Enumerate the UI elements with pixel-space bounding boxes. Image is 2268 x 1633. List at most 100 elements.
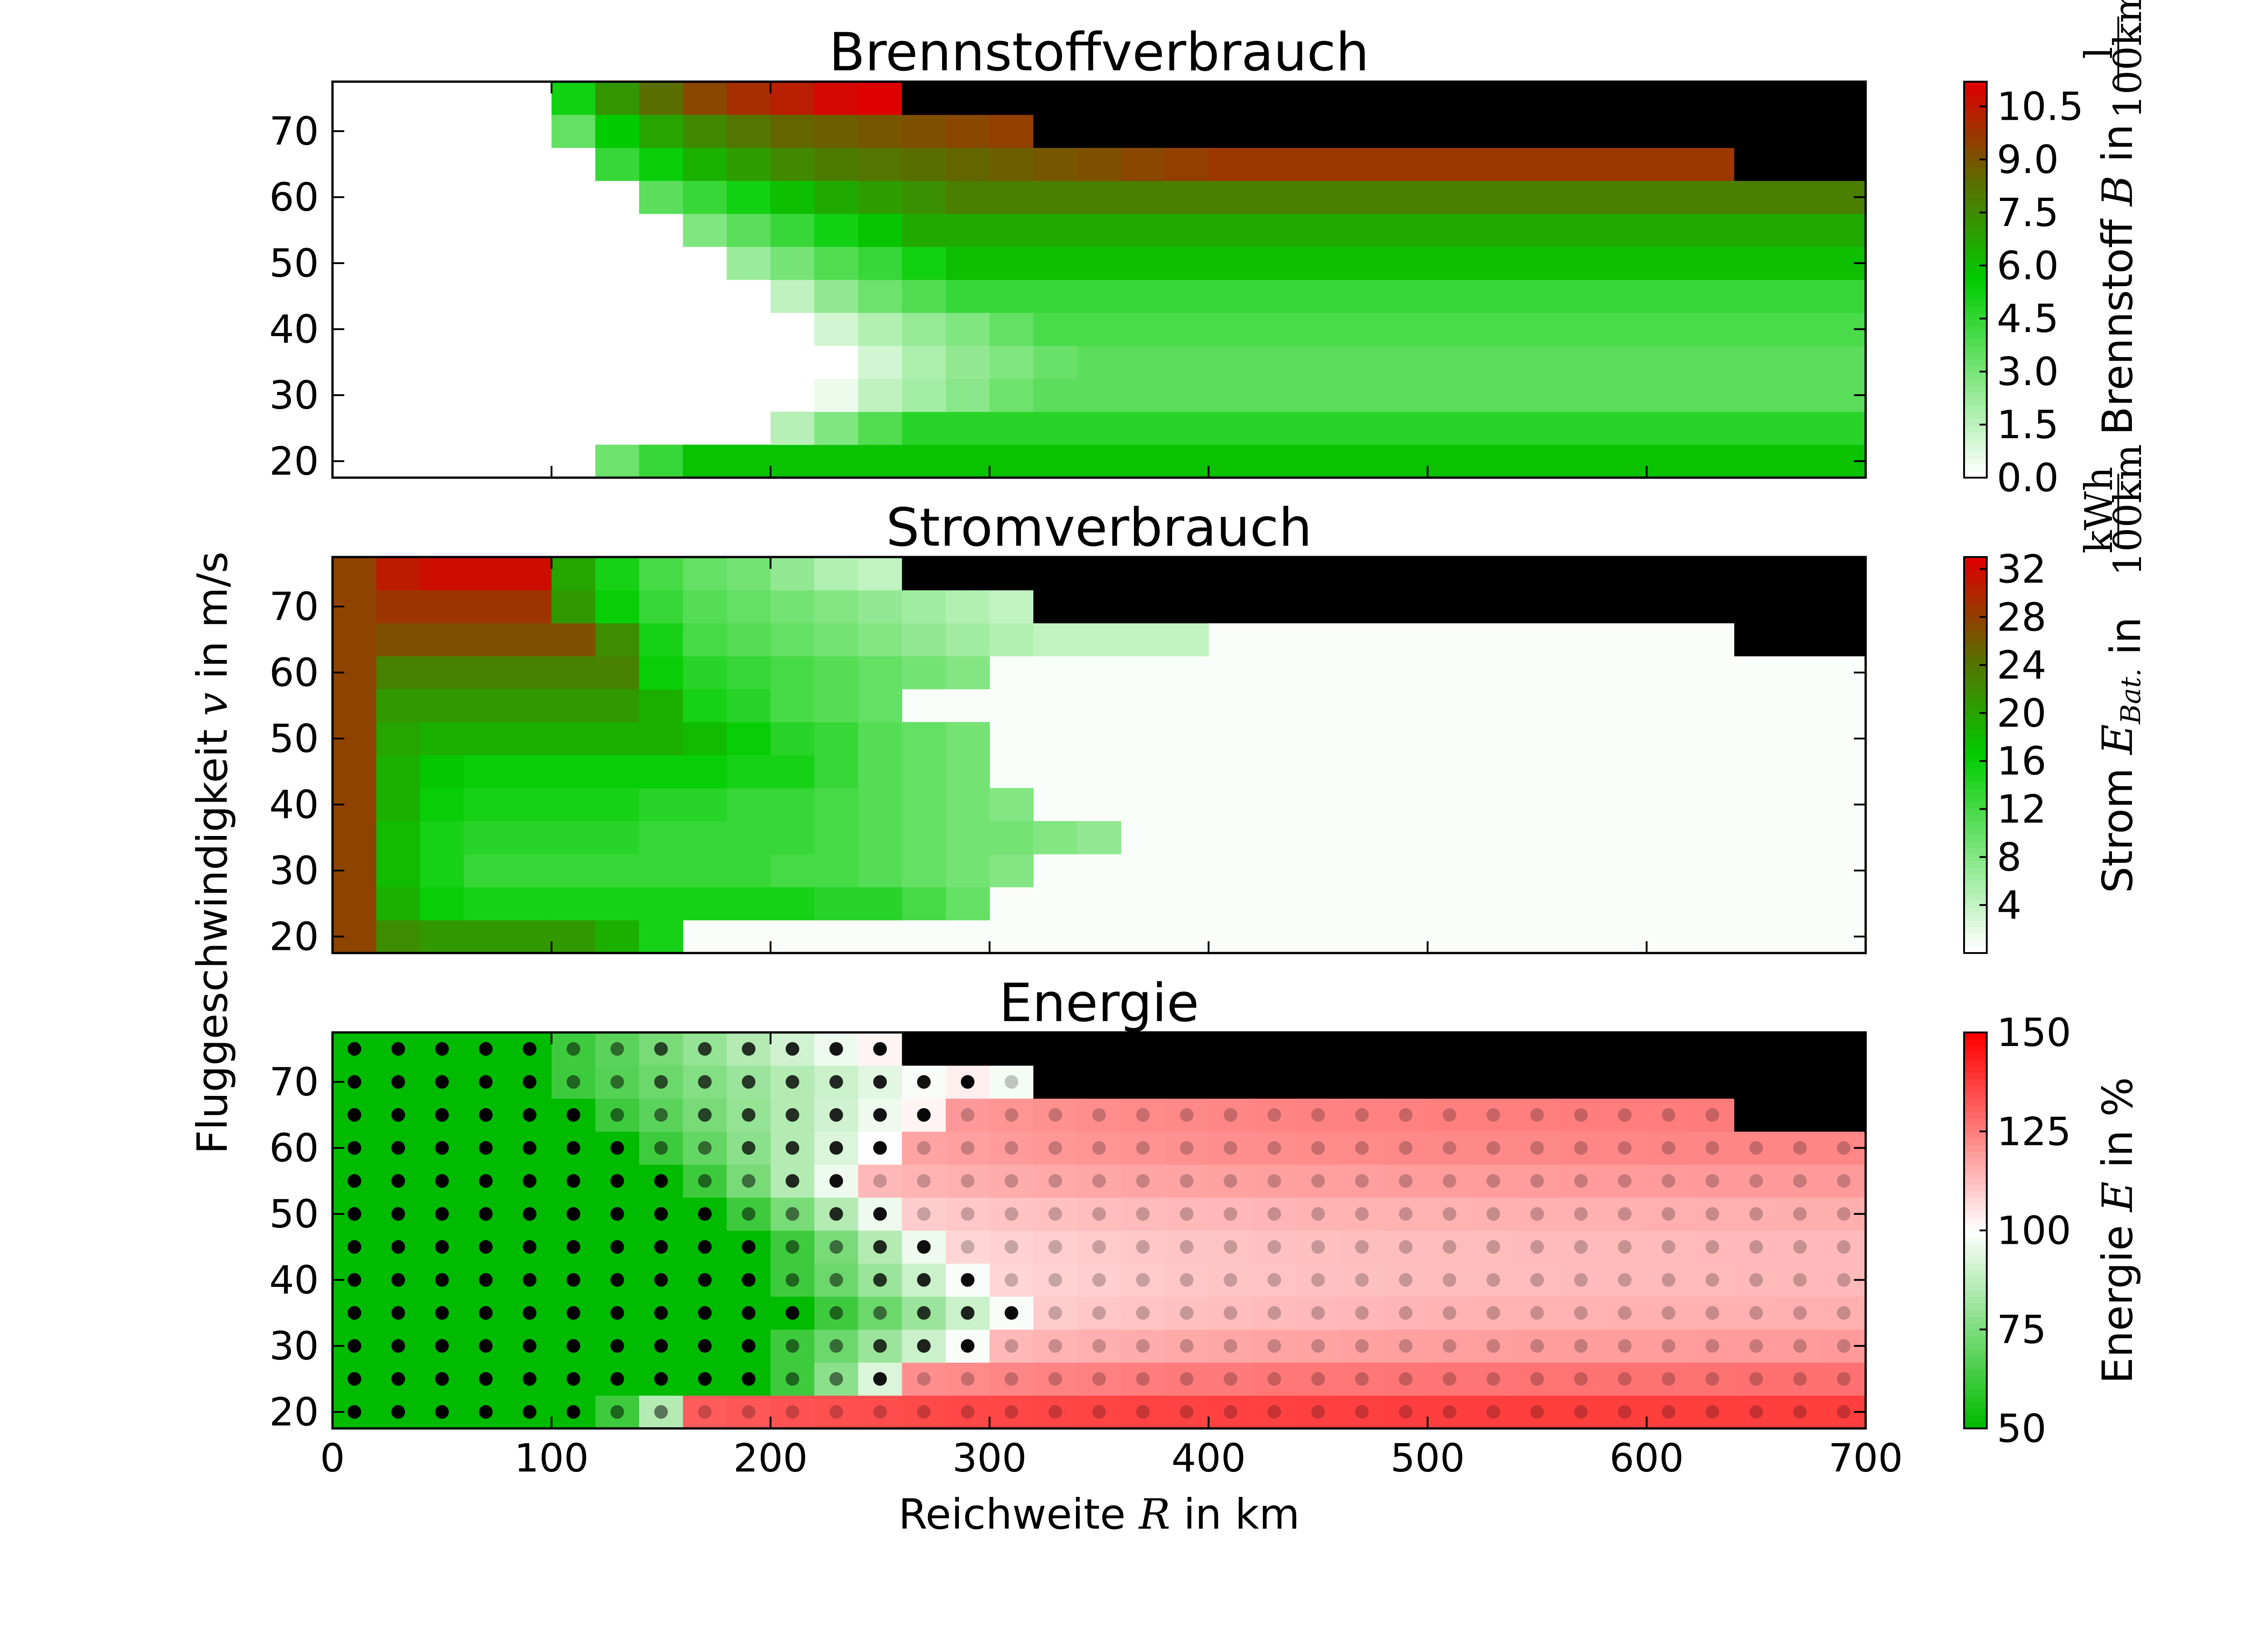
energy-cell (1296, 1362, 1340, 1396)
energy-marker (1706, 1108, 1719, 1122)
colorbar-segment (1964, 616, 1987, 624)
energy-marker (1267, 1141, 1281, 1155)
energy-cell (1515, 1230, 1559, 1264)
colorbar-tick-label: 6.0 (1997, 243, 2059, 288)
colorbar-segment (1964, 1197, 1987, 1205)
energy-marker (1092, 1405, 1106, 1419)
energy-cell (1603, 1098, 1647, 1132)
energy-infeasible-cell (1383, 1065, 1428, 1099)
fuel-cell (727, 445, 1866, 478)
fuel-cell (814, 147, 859, 181)
energy-cell (1340, 1395, 1384, 1429)
energy-cell (1690, 1197, 1735, 1231)
fuel-y-ticks: 20 30 40 50 60 70 (269, 109, 1866, 484)
colorbar-segment (1964, 445, 1987, 452)
battery-cell (858, 722, 903, 756)
energy-cell (1077, 1131, 1121, 1165)
energy-infeasible-cell (1427, 1065, 1472, 1099)
energy-marker (567, 1075, 581, 1089)
energy-marker (567, 1405, 581, 1419)
energy-infeasible-cell (1647, 1065, 1691, 1099)
colorbar-tick-label: 4 (1997, 883, 2022, 928)
energy-marker (1442, 1405, 1457, 1419)
fuel-cell (683, 114, 727, 148)
battery-cell (376, 788, 420, 821)
energy-infeasible-cell (1121, 1065, 1165, 1099)
y-tick-label: 20 (269, 439, 319, 484)
battery-cell (902, 887, 946, 920)
battery-cell (858, 887, 903, 920)
colorbar-segment (1964, 643, 1987, 650)
energy-marker (829, 1174, 843, 1188)
energy-cell (1252, 1395, 1297, 1429)
energy-cell (1471, 1362, 1516, 1396)
colorbar-segment (1964, 1223, 1987, 1231)
battery-cell (902, 656, 946, 689)
energy-marker (1136, 1405, 1150, 1419)
energy-marker (1399, 1174, 1413, 1188)
battery-cell (332, 821, 377, 855)
energy-marker (873, 1306, 887, 1320)
colorbar-segment (1964, 1091, 1987, 1099)
battery-cell (727, 722, 771, 756)
energy-marker (347, 1306, 362, 1320)
energy-cell (989, 1230, 1034, 1264)
battery-cell (639, 920, 684, 953)
energy-marker (1442, 1372, 1457, 1386)
energy-marker (1574, 1405, 1588, 1419)
energy-marker (1223, 1372, 1237, 1386)
energy-marker (1662, 1306, 1676, 1320)
colorbar-segment (1964, 134, 1987, 142)
energy-infeasible-cell (1822, 1032, 1866, 1066)
energy-cell (1427, 1164, 1472, 1198)
energy-marker (523, 1240, 537, 1254)
energy-infeasible-cell (1296, 1032, 1340, 1066)
fuel-cell (858, 411, 903, 445)
energy-marker (786, 1141, 799, 1155)
energy-marker (1706, 1141, 1719, 1155)
energy-marker (1092, 1306, 1106, 1320)
energy-marker (391, 1141, 405, 1155)
colorbar-segment (1964, 689, 1987, 696)
energy-marker (1311, 1207, 1325, 1221)
energy-cell (902, 1131, 946, 1165)
energy-marker (873, 1240, 887, 1254)
battery-cell (595, 755, 640, 788)
colorbar-segment (1964, 1184, 1987, 1192)
battery-cell (376, 722, 420, 756)
colorbar-segment (1964, 722, 1987, 729)
battery-cell (551, 623, 596, 656)
energy-marker (742, 1042, 756, 1056)
energy-marker (610, 1207, 624, 1221)
fuel-cell (858, 181, 903, 214)
energy-marker (1180, 1108, 1194, 1122)
energy-marker (1223, 1207, 1237, 1221)
energy-marker (479, 1405, 493, 1419)
energy-cell (1340, 1230, 1384, 1264)
energy-cell (1077, 1164, 1121, 1198)
energy-marker (654, 1372, 668, 1386)
energy-marker (391, 1372, 405, 1386)
colorbar-tick-label: 10.5 (1997, 84, 2083, 130)
colorbar-tick-label: 100 (1997, 1208, 2071, 1254)
energy-cell (1077, 1362, 1121, 1396)
battery-cell (1033, 821, 1078, 855)
colorbar-tick-label: 24 (1997, 643, 2046, 688)
energy-cell (1515, 1197, 1559, 1231)
colorbar-tick-label: 16 (1997, 739, 2046, 784)
battery-y-ticks: 20 30 40 50 60 70 (269, 584, 1866, 960)
energy-marker (1706, 1207, 1719, 1221)
battery-cell (989, 854, 1034, 888)
energy-cell (989, 1263, 1034, 1297)
energy-infeasible-cell (1778, 1032, 1823, 1066)
colorbar-segment (1964, 391, 1987, 399)
energy-marker (742, 1174, 756, 1188)
energy-marker (1837, 1240, 1851, 1254)
energy-infeasible-cell (1734, 1098, 1779, 1132)
energy-cell (1778, 1329, 1823, 1363)
energy-marker (1136, 1108, 1150, 1122)
energy-cell (1471, 1164, 1516, 1198)
energy-marker (742, 1339, 756, 1353)
energy-marker (1355, 1240, 1369, 1254)
fuel-cell (989, 246, 1866, 280)
